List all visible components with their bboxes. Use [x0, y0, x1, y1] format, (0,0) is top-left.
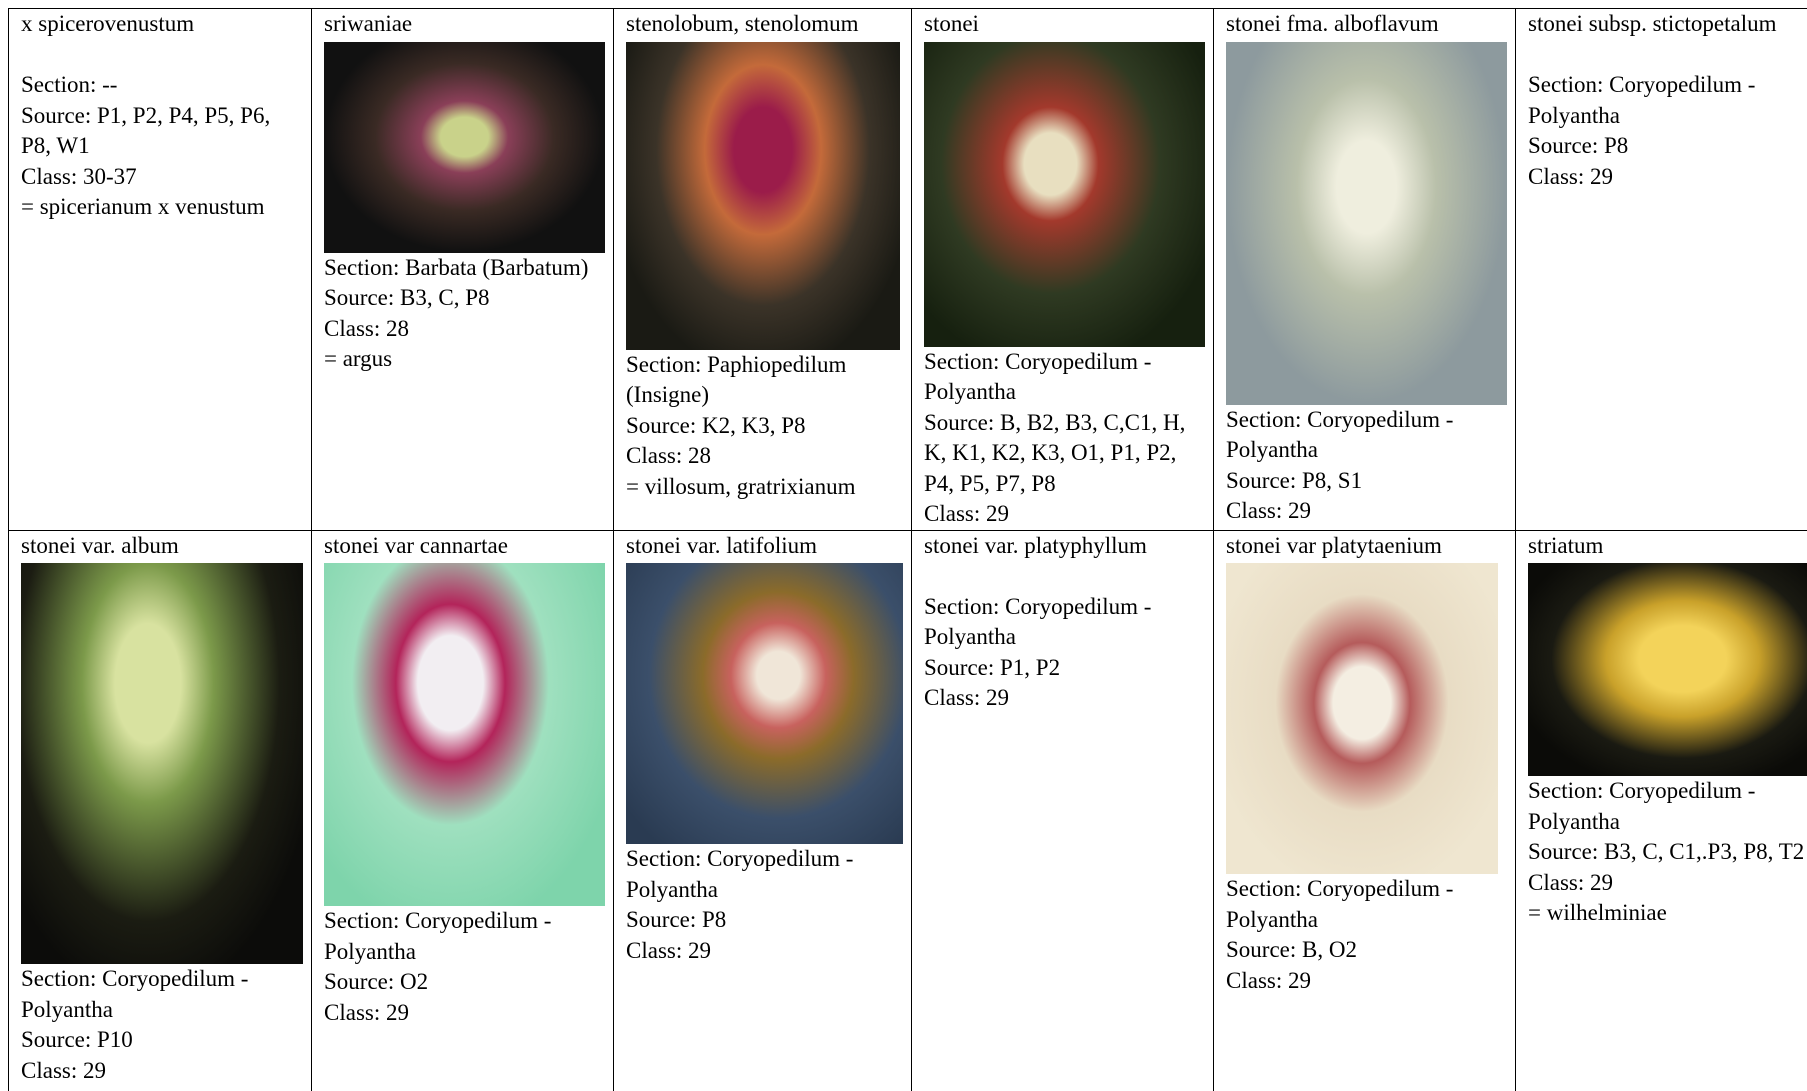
species-cell: stonei fma. alboflavum Section: Coryopedi…: [1214, 9, 1516, 531]
species-detail: Class: 29: [1226, 496, 1507, 527]
species-detail: Class: 29: [324, 998, 605, 1029]
species-detail: Class: 28: [626, 441, 903, 472]
species-detail: Section: Paphiopedilum (Insigne): [626, 350, 903, 411]
species-photo: [1528, 563, 1807, 776]
species-detail: Class: 28: [324, 314, 605, 345]
species-photo: [21, 563, 303, 964]
species-cell: stenolobum, stenolomum Section: Paphioped…: [614, 9, 912, 531]
species-name: stonei var cannartae: [324, 531, 605, 562]
species-detail: Source: O2: [324, 967, 605, 998]
species-detail: Source: P8, S1: [1226, 466, 1507, 497]
species-name: striatum: [1528, 531, 1807, 562]
species-detail: Source: B, B2, B3, C,C1, H, K, K1, K2, K…: [924, 408, 1205, 500]
species-detail: Section: Coryopedilum - Polyantha: [924, 592, 1205, 653]
species-photo: [1226, 563, 1498, 874]
species-detail: = spicerianum x venustum: [21, 192, 303, 223]
species-detail: Section: Coryopedilum - Polyantha: [1226, 874, 1507, 935]
species-cell: stonei var. latifolium Section: Coryopedi…: [614, 530, 912, 1091]
spacer: [924, 561, 1205, 592]
species-photo: [1226, 42, 1507, 405]
species-detail: Source: P1, P2, P4, P5, P6, P8, W1: [21, 101, 303, 162]
species-photo: [324, 42, 605, 253]
species-cell: stonei var platytaenium Section: Coryoped…: [1214, 530, 1516, 1091]
species-detail: Class: 29: [626, 936, 903, 967]
species-detail: Section: Coryopedilum - Polyantha: [626, 844, 903, 905]
species-detail: Section: Barbata (Barbatum): [324, 253, 605, 284]
table-row: stonei var. album Section: Coryopedilum -…: [9, 530, 1807, 1091]
species-name: stonei: [924, 9, 1205, 40]
species-detail: Source: P10: [21, 1025, 303, 1056]
species-detail: Class: 29: [924, 499, 1205, 530]
species-detail: = villosum, gratrixianum: [626, 472, 903, 503]
species-name: stonei var. album: [21, 531, 303, 562]
species-cell: x spicerovenustum Section: --Source: P1, …: [9, 9, 312, 531]
spacer: [1528, 40, 1807, 71]
species-name: stonei subsp. stictopetalum: [1528, 9, 1807, 40]
species-cell: stonei var. platyphyllum Section: Coryope…: [912, 530, 1214, 1091]
species-detail: Class: 29: [1528, 868, 1807, 899]
species-detail: Section: Coryopedilum - Polyantha: [1528, 776, 1807, 837]
species-detail: Section: --: [21, 70, 303, 101]
species-photo: [626, 42, 900, 350]
species-photo: [324, 563, 605, 906]
species-detail: Class: 29: [924, 683, 1205, 714]
species-detail: Section: Coryopedilum - Polyantha: [21, 964, 303, 1025]
species-detail: Section: Coryopedilum - Polyantha: [1226, 405, 1507, 466]
species-detail: Source: K2, K3, P8: [626, 411, 903, 442]
species-detail: Source: P8: [626, 905, 903, 936]
table-row: x spicerovenustum Section: --Source: P1, …: [9, 9, 1807, 531]
species-detail: Source: P1, P2: [924, 653, 1205, 684]
species-name: stonei var. platyphyllum: [924, 531, 1205, 562]
species-detail: Source: B, O2: [1226, 935, 1507, 966]
species-name: stonei var. latifolium: [626, 531, 903, 562]
species-detail: Section: Coryopedilum - Polyantha: [924, 347, 1205, 408]
species-name: stonei fma. alboflavum: [1226, 9, 1507, 40]
species-cell: stonei var. album Section: Coryopedilum -…: [9, 530, 312, 1091]
species-detail: Source: B3, C, C1,.P3, P8, T2: [1528, 837, 1807, 868]
species-cell: striatum Section: Coryopedilum - Polyanth…: [1516, 530, 1807, 1091]
species-name: stonei var platytaenium: [1226, 531, 1507, 562]
species-detail: Section: Coryopedilum - Polyantha: [324, 906, 605, 967]
species-cell: stonei var cannartae Section: Coryopedilu…: [312, 530, 614, 1091]
species-detail: Class: 29: [1226, 966, 1507, 997]
species-cell: sriwaniae Section: Barbata (Barbatum)Sour…: [312, 9, 614, 531]
species-detail: Source: B3, C, P8: [324, 283, 605, 314]
species-photo: [626, 563, 903, 844]
species-photo: [924, 42, 1205, 347]
species-detail: = argus: [324, 344, 605, 375]
species-detail: Section: Coryopedilum - Polyantha: [1528, 70, 1807, 131]
species-detail: Source: P8: [1528, 131, 1807, 162]
spacer: [21, 40, 303, 71]
species-detail: = wilhelminiae: [1528, 898, 1807, 929]
species-detail: Class: 29: [21, 1056, 303, 1087]
species-name: sriwaniae: [324, 9, 605, 40]
species-name: x spicerovenustum: [21, 9, 303, 40]
species-detail: Class: 30-37: [21, 162, 303, 193]
species-detail: Class: 29: [1528, 162, 1807, 193]
species-cell: stonei subsp. stictopetalum Section: Cory…: [1516, 9, 1807, 531]
species-name: stenolobum, stenolomum: [626, 9, 903, 40]
